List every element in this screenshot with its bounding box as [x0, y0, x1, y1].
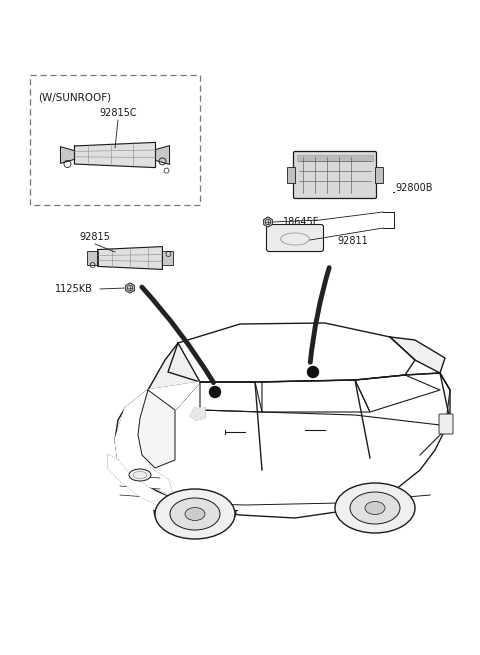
Bar	[162, 251, 173, 265]
Polygon shape	[138, 390, 175, 468]
Ellipse shape	[335, 483, 415, 533]
Text: 1125KB: 1125KB	[55, 284, 93, 294]
Ellipse shape	[365, 502, 385, 514]
Polygon shape	[148, 343, 200, 410]
Text: 92815C: 92815C	[99, 108, 137, 118]
Text: 92811: 92811	[337, 236, 368, 246]
Text: 18645F: 18645F	[283, 217, 319, 227]
Ellipse shape	[155, 489, 235, 539]
Text: 92815: 92815	[80, 232, 110, 242]
Bar	[297, 155, 373, 161]
Polygon shape	[264, 217, 272, 227]
Polygon shape	[156, 145, 169, 164]
Ellipse shape	[185, 508, 205, 521]
Ellipse shape	[129, 469, 151, 481]
Polygon shape	[115, 382, 200, 500]
FancyBboxPatch shape	[439, 414, 453, 434]
Circle shape	[308, 367, 319, 377]
Polygon shape	[74, 142, 156, 168]
Polygon shape	[168, 323, 415, 382]
FancyBboxPatch shape	[293, 151, 376, 198]
Polygon shape	[390, 337, 445, 373]
Bar	[375, 167, 383, 183]
Polygon shape	[60, 147, 74, 163]
Ellipse shape	[350, 492, 400, 524]
Polygon shape	[115, 373, 450, 518]
Polygon shape	[126, 283, 134, 293]
FancyBboxPatch shape	[266, 225, 324, 252]
Text: 92800B: 92800B	[395, 183, 432, 193]
Polygon shape	[97, 246, 162, 269]
Bar	[287, 167, 295, 183]
Circle shape	[209, 386, 220, 398]
Text: (W/SUNROOF): (W/SUNROOF)	[38, 92, 111, 102]
Bar	[30, 75, 200, 205]
Polygon shape	[190, 408, 205, 420]
Ellipse shape	[170, 498, 220, 530]
Polygon shape	[108, 455, 175, 510]
Bar	[86, 251, 97, 265]
